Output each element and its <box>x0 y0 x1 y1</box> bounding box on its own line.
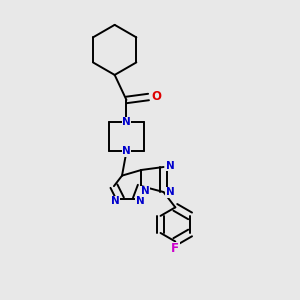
Text: N: N <box>136 196 145 206</box>
Text: N: N <box>122 146 131 157</box>
Text: N: N <box>111 196 119 206</box>
Text: N: N <box>122 117 131 127</box>
Text: N: N <box>166 160 174 170</box>
Text: N: N <box>141 186 149 197</box>
Text: N: N <box>166 187 174 197</box>
Text: O: O <box>152 90 162 103</box>
Text: F: F <box>171 242 179 255</box>
